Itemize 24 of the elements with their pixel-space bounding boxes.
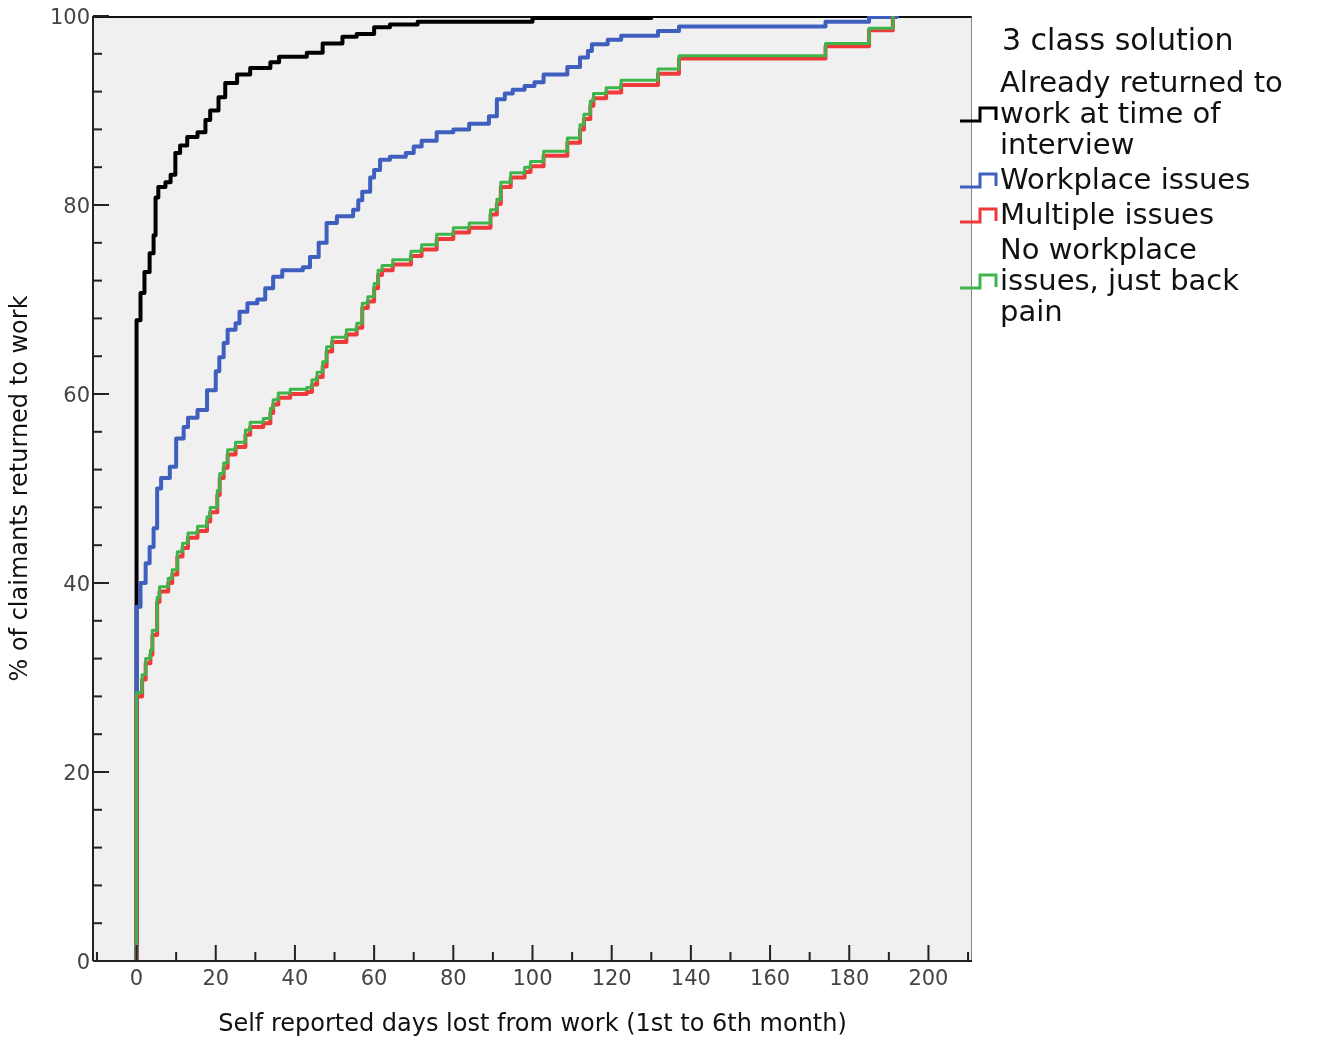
x-axis-title: Self reported days lost from work (1st to 6th month) (218, 1009, 847, 1037)
x-tick-label: 60 (360, 966, 388, 990)
x-tick-label: 120 (591, 966, 632, 990)
legend-label: Already returned to work at time of interview (1000, 65, 1284, 161)
x-tick-label: 80 (439, 966, 467, 990)
y-tick-label: 100 (49, 5, 90, 29)
y-tick-label: 60 (63, 383, 90, 407)
y-tick-label: 80 (63, 194, 90, 218)
y-axis-title: % of claimants returned to work (4, 295, 33, 682)
legend-label: No workplace issues, just back pain (1000, 232, 1241, 328)
y-tick-label: 40 (63, 572, 90, 596)
legend-title: 3 class solution (1002, 22, 1235, 57)
x-tick-label: 0 (129, 966, 144, 990)
x-tick-label: 200 (908, 966, 949, 990)
legend-label: Workplace issues (1000, 162, 1252, 196)
x-tick-label: 100 (512, 966, 553, 990)
x-tick-label: 160 (750, 966, 791, 990)
y-tick-label: 0 (76, 950, 90, 974)
x-tick-label: 20 (202, 966, 230, 990)
y-tick-label: 20 (63, 761, 90, 785)
x-tick-label: 140 (670, 966, 711, 990)
legend-label: Multiple issues (1000, 197, 1216, 231)
x-tick-label: 180 (829, 966, 870, 990)
x-tick-label: 40 (281, 966, 309, 990)
